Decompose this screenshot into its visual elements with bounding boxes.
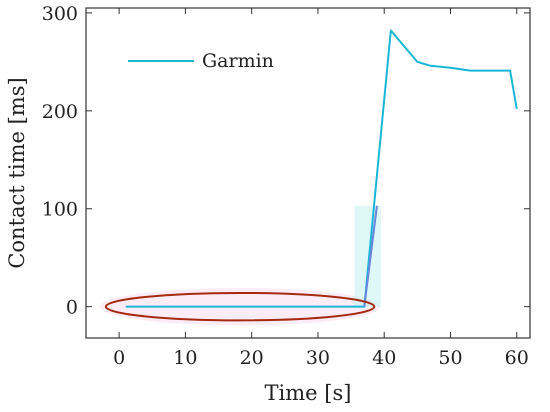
ticks-layer: 0 10 20 30 40 50 60 0 100 200 300 [42,3,530,369]
legend: Garmin [128,50,274,72]
series-layer [125,29,518,308]
x-tick-label: 0 [113,347,125,369]
x-tick-label: 40 [372,347,396,369]
y-tick-label: 100 [42,199,78,221]
ellipse-layer [104,291,376,322]
series-rise-tint [363,205,378,307]
x-tick-label: 20 [240,347,264,369]
y-tick-label: 200 [42,101,78,123]
highlight-ellipse [104,291,376,322]
highlight-band [354,205,381,307]
plot-frame [85,7,531,339]
legend-label-garmin: Garmin [202,50,274,72]
x-tick-label: 60 [505,347,529,369]
y-axis-label: Contact time [ms] [5,77,29,268]
x-tick-label: 10 [173,347,197,369]
y-tick-label: 0 [66,297,78,319]
y-tick-label: 300 [42,3,78,25]
series-line-garmin [125,29,518,308]
x-tick-label: 30 [306,347,330,369]
x-tick-label: 50 [438,347,462,369]
x-axis-label: Time [s] [265,381,352,405]
